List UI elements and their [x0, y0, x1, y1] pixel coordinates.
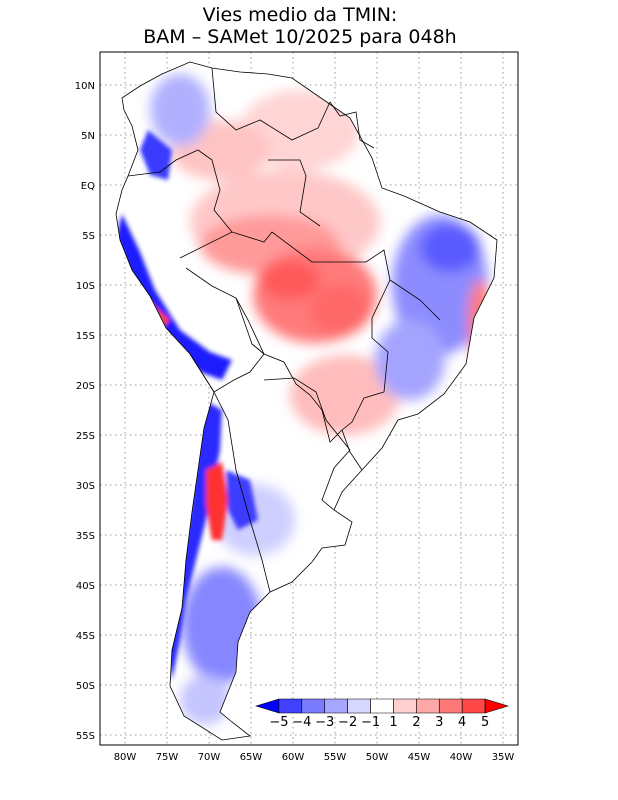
colorbar-label: −3 — [315, 715, 334, 730]
lon-tick-label: 35W — [492, 752, 515, 763]
lon-tick-label: 70W — [198, 752, 221, 763]
colorbar-swatch — [393, 698, 417, 714]
lon-tick-label: 50W — [366, 752, 389, 763]
colorbar-swatch — [370, 698, 394, 714]
lon-tick-label: 65W — [240, 752, 263, 763]
colorbar-swatch — [347, 698, 371, 714]
lat-tick-label: 45S — [76, 631, 95, 642]
colorbar-label: 1 — [389, 715, 397, 730]
lon-tick-label: 80W — [114, 752, 137, 763]
lat-tick-label: 5N — [81, 131, 95, 142]
lat-tick-label: 5S — [82, 231, 95, 242]
colorbar-swatch — [484, 698, 510, 714]
lat-tick-label: 30S — [76, 481, 95, 492]
colorbar-label: −2 — [338, 715, 357, 730]
lat-tick-label: 40S — [76, 581, 95, 592]
lat-tick-label: 35S — [76, 531, 95, 542]
lat-tick-label: EQ — [81, 181, 95, 192]
map-title-line-1: Vies medio da TMIN: — [203, 4, 398, 26]
colorbar-label: 4 — [458, 715, 466, 730]
map-frame — [99, 51, 519, 746]
colorbar-swatch — [301, 698, 326, 714]
lat-tick-label: 10N — [75, 81, 95, 92]
country-borders — [115, 61, 498, 741]
lon-tick-label: 55W — [324, 752, 347, 763]
lat-tick-label: 20S — [76, 381, 95, 392]
lat-tick-label: 10S — [76, 281, 95, 292]
latitude-ticks: 10N 5N EQ 5S 10S 15S 20S 25S 30S 35S 40S… — [75, 81, 95, 742]
colorbar-label: 3 — [435, 715, 443, 730]
bias-field — [116, 62, 497, 740]
colorbar-swatch — [416, 698, 440, 714]
lat-tick-label: 25S — [76, 431, 95, 442]
map-title-line-2: BAM – SAMet 10/2025 para 048h — [143, 26, 456, 48]
colorbar-label: −1 — [361, 715, 380, 730]
lon-tick-label: 75W — [156, 752, 179, 763]
colorbar-swatch — [324, 698, 348, 714]
colorbar-swatch — [254, 698, 280, 714]
colorbar-label: 5 — [481, 715, 489, 730]
colorbar-label: −4 — [292, 715, 311, 730]
longitude-ticks: 80W 75W 70W 65W 60W 55W 50W 45W 40W 35W — [114, 752, 515, 763]
colorbar: −5 −4 −3 −2 −1 1 2 3 4 5 — [254, 698, 510, 730]
colorbar-swatch — [278, 698, 303, 714]
colorbar-swatch — [438, 698, 463, 714]
lon-tick-label: 60W — [282, 752, 305, 763]
lat-tick-label: 55S — [76, 731, 95, 742]
colorbar-swatch — [461, 698, 486, 714]
colorbar-label: 2 — [412, 715, 420, 730]
lat-tick-label: 50S — [76, 681, 95, 692]
colorbar-label: −5 — [269, 715, 288, 730]
lon-tick-label: 45W — [408, 752, 431, 763]
lat-tick-label: 15S — [76, 331, 95, 342]
lon-tick-label: 40W — [450, 752, 473, 763]
